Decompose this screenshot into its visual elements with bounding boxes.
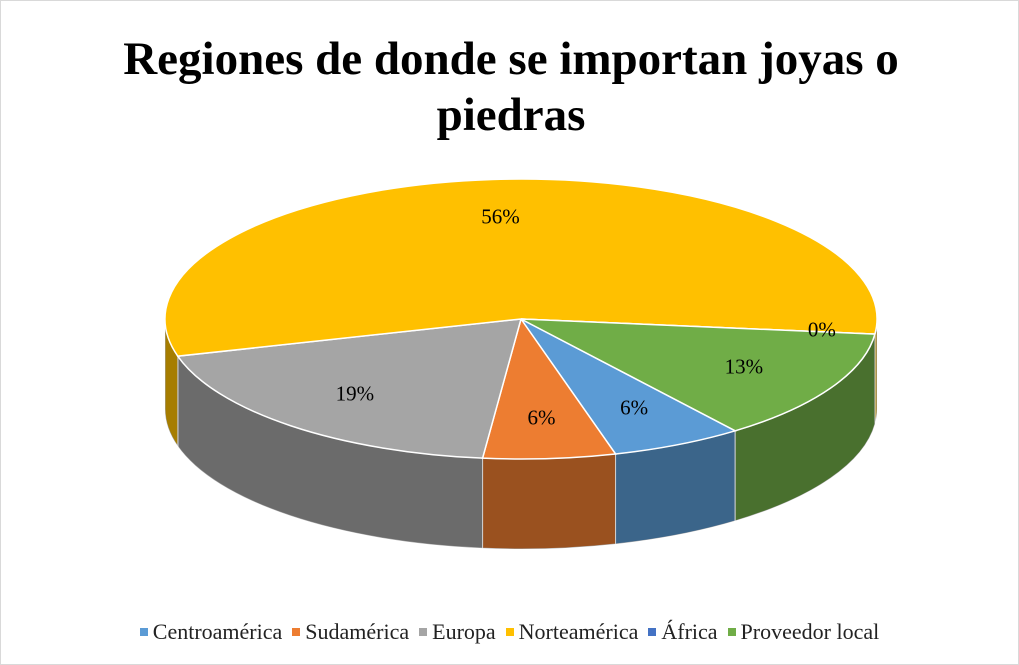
data-label: 6% bbox=[620, 395, 648, 419]
side-shade bbox=[735, 334, 875, 521]
data-label: 6% bbox=[528, 405, 556, 429]
legend-item: África bbox=[648, 619, 718, 645]
legend-item: Europa bbox=[419, 619, 496, 645]
data-label: 13% bbox=[725, 355, 764, 379]
legend-item: Sudamérica bbox=[292, 619, 409, 645]
data-label: 19% bbox=[336, 382, 375, 406]
side-shade bbox=[177, 356, 483, 549]
data-label: 0% bbox=[808, 318, 836, 342]
legend-label: Centroamérica bbox=[152, 619, 283, 644]
legend-swatch bbox=[292, 628, 301, 636]
legend-label: Proveedor local bbox=[740, 619, 880, 644]
legend-swatch bbox=[727, 628, 736, 636]
side-shade bbox=[165, 319, 178, 447]
slice bbox=[176, 318, 523, 459]
legend-swatch bbox=[648, 628, 657, 636]
side-shade bbox=[482, 453, 616, 549]
legend-swatch bbox=[419, 628, 428, 636]
slice bbox=[164, 178, 878, 357]
legend-item: Centroamérica bbox=[139, 619, 283, 645]
legend-item: Proveedor local bbox=[727, 619, 880, 645]
legend-swatch bbox=[505, 628, 514, 636]
legend-label: Norteamérica bbox=[518, 619, 639, 644]
legend-label: Sudamérica bbox=[305, 619, 410, 644]
side-shade bbox=[874, 319, 878, 425]
legend-item: Norteamérica bbox=[505, 619, 639, 645]
chart-title: Regiones de donde se importan joyas o pi… bbox=[123, 33, 899, 141]
legend-label: Europa bbox=[432, 619, 496, 644]
side-shade bbox=[615, 430, 736, 544]
legend-label: África bbox=[661, 619, 718, 644]
slice bbox=[481, 317, 617, 460]
legend: Centroamérica Sudamérica Europa Norteaméric… bbox=[1, 619, 1018, 645]
slice bbox=[520, 318, 876, 432]
legend-swatch bbox=[139, 628, 148, 636]
slice bbox=[520, 318, 738, 455]
pie-sides bbox=[164, 318, 878, 550]
data-label: 56% bbox=[481, 204, 520, 228]
